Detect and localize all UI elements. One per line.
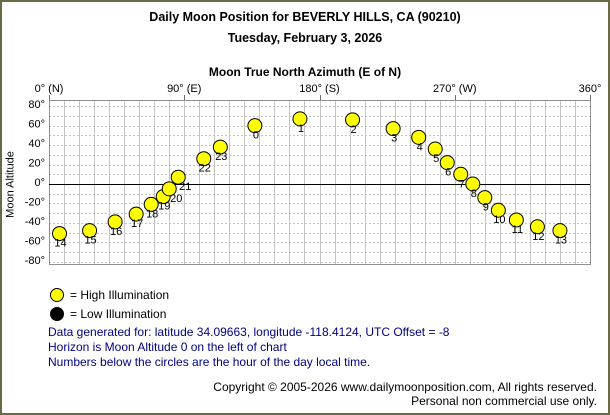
moon-point-hour-9	[477, 190, 493, 206]
moon-point-hour-8	[465, 176, 481, 192]
y-tick-label: -40°	[25, 216, 45, 228]
moon-point-hour-17	[128, 206, 144, 222]
y-tick-label: 80°	[28, 99, 45, 111]
hour-label-21: 21	[179, 181, 191, 193]
moon-point-hour-21	[170, 169, 186, 185]
low-illumination-icon	[50, 307, 64, 321]
hour-label-8: 8	[471, 188, 477, 200]
hour-label-11: 11	[512, 224, 523, 236]
y-tick-label: 40°	[28, 138, 45, 150]
hour-label-15: 15	[84, 235, 96, 247]
y-tick-label: 0°	[34, 177, 45, 189]
legend-label-low: = Low Illumination	[70, 307, 167, 321]
grid	[49, 100, 590, 264]
hour-label-2: 2	[350, 124, 356, 136]
moon-point-hour-22	[196, 151, 212, 167]
y-tick-label: -60°	[25, 235, 45, 247]
moon-position-chart: 0° (N) 90° (E) 180° (S) 270° (W) 360°80°60°4…	[25, 83, 602, 267]
moon-point-hour-4	[411, 129, 427, 145]
hour-label-13: 13	[555, 235, 567, 247]
y-tick-label: 60°	[28, 119, 45, 131]
usage-text: Personal non commercial use only.	[411, 394, 597, 408]
moon-point-hour-18	[143, 196, 159, 212]
hour-label-6: 6	[445, 167, 451, 179]
legend-item-high-illumination: = High Illumination	[50, 287, 169, 303]
moon-point-hour-13	[552, 223, 568, 239]
page-title: Daily Moon Position for BEVERLY HILLS, C…	[149, 10, 461, 24]
hour-label-20: 20	[170, 193, 182, 205]
hour-label-4: 4	[417, 141, 423, 153]
x-tick-label: 90° (E)	[167, 83, 201, 95]
hour-label-0: 0	[253, 130, 259, 142]
legend-label-high: = High Illumination	[70, 288, 170, 302]
moon-point-hour-15	[82, 223, 98, 239]
moon-point-hour-10	[490, 202, 506, 218]
data-generated-info: Data generated for: latitude 34.09663, l…	[48, 325, 450, 339]
x-axis-title: Moon True North Azimuth (E of N)	[208, 65, 402, 79]
hour-label-5: 5	[433, 153, 439, 165]
moon-point-hour-11	[508, 212, 524, 228]
y-tick-label: -80°	[25, 255, 45, 267]
moon-point-hour-2	[345, 112, 361, 128]
x-tick-label: 270° (W)	[433, 83, 477, 95]
x-tick-label: 360°	[579, 83, 602, 95]
hour-numbers-info: Numbers below the circles are the hour o…	[48, 355, 371, 369]
hour-label-1: 1	[298, 123, 304, 135]
hour-label-3: 3	[391, 133, 397, 145]
plot-border	[49, 100, 591, 265]
hour-label-9: 9	[483, 202, 489, 214]
horizon-info: Horizon is Moon Altitude 0 on the left o…	[48, 340, 287, 354]
moon-point-hour-12	[529, 219, 545, 235]
hour-label-22: 22	[199, 163, 211, 175]
moon-point-hour-6	[439, 155, 455, 171]
hour-label-7: 7	[459, 178, 465, 190]
hour-label-17: 17	[131, 218, 143, 230]
moon-point-hour-3	[385, 121, 401, 137]
y-tick-label: 20°	[28, 158, 45, 170]
hour-label-19: 19	[158, 201, 170, 213]
y-tick-label: -20°	[25, 196, 45, 208]
hour-label-23: 23	[215, 151, 227, 163]
x-tick-label: 0° (N)	[35, 83, 64, 95]
hour-label-16: 16	[110, 226, 122, 238]
copyright-text: Copyright © 2005-2026 www.dailymoonposit…	[213, 380, 597, 394]
moon-point-hour-20	[161, 181, 177, 197]
high-illumination-icon	[50, 288, 64, 302]
moon-point-hour-1	[292, 111, 308, 127]
moon-point-hour-0	[247, 118, 263, 134]
legend-item-low-illumination: = Low Illumination	[50, 306, 166, 322]
moon-point-hour-23	[212, 139, 228, 155]
moon-point-hour-14	[52, 226, 68, 242]
page-subtitle: Tuesday, February 3, 2026	[227, 31, 383, 45]
hour-label-10: 10	[493, 214, 505, 226]
moon-point-hour-7	[453, 166, 469, 182]
hour-label-18: 18	[146, 208, 158, 220]
hour-label-12: 12	[532, 231, 544, 243]
moon-point-hour-16	[107, 214, 123, 230]
hour-label-14: 14	[54, 238, 66, 250]
moon-point-hour-5	[427, 141, 443, 157]
x-tick-label: 180° (S)	[299, 83, 339, 95]
